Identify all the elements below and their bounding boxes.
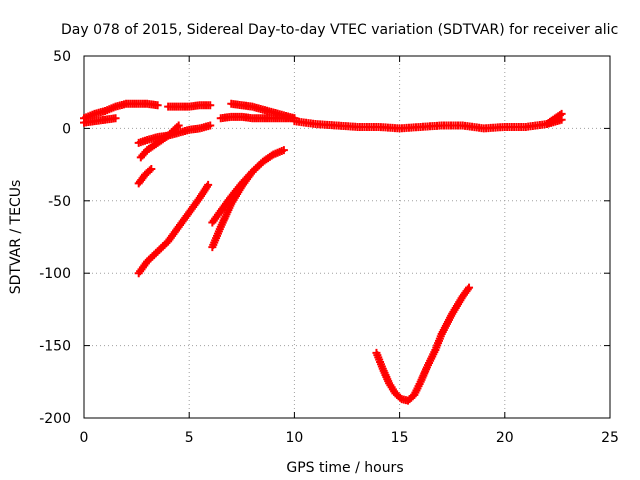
data-point xyxy=(465,283,474,292)
series-arc-neg-steep xyxy=(134,164,156,188)
chart-title: Day 078 of 2015, Sidereal Day-to-day VTE… xyxy=(61,22,618,38)
y-tick-label: -100 xyxy=(39,266,71,282)
data-point xyxy=(206,121,215,130)
x-axis-label: GPS time / hours xyxy=(286,460,403,476)
data-marks xyxy=(80,99,566,405)
data-point xyxy=(248,167,257,176)
data-point xyxy=(204,180,213,189)
series-arc-100 xyxy=(134,180,213,278)
data-point xyxy=(206,101,215,110)
x-tick-label: 10 xyxy=(285,430,303,446)
data-point xyxy=(111,114,120,123)
y-tick-label: 0 xyxy=(62,121,71,137)
axis-ticks: 0 5 10 15 20 25 -200 -150 -100 -50 0 50 xyxy=(39,49,619,446)
y-tick-label: -150 xyxy=(39,339,71,355)
x-tick-label: 5 xyxy=(185,430,194,446)
data-point xyxy=(153,101,162,110)
plot-frame xyxy=(83,55,611,419)
series-arc-neg-small-2 xyxy=(136,121,183,162)
series-arc-top-2 xyxy=(164,101,215,111)
y-tick-label: 50 xyxy=(53,49,71,65)
x-tick-label: 20 xyxy=(496,430,514,446)
y-axis-label: SDTVAR / TECUs xyxy=(8,180,24,295)
data-point xyxy=(174,121,183,130)
data-point xyxy=(145,166,154,175)
series-arc-mid xyxy=(290,115,566,133)
data-point xyxy=(147,164,156,173)
series-arc-dip xyxy=(372,283,474,405)
data-point xyxy=(246,169,255,178)
y-tick-label: -50 xyxy=(48,194,71,210)
series-arc-top-1 xyxy=(80,99,162,123)
series-arc-top-3 xyxy=(216,112,299,123)
x-tick-label: 15 xyxy=(391,430,409,446)
data-point xyxy=(557,109,566,118)
series-arc-65 xyxy=(208,167,257,227)
series-arc-end xyxy=(542,109,566,129)
x-tick-label: 25 xyxy=(601,430,619,446)
data-point xyxy=(279,146,288,155)
series-arc-82 xyxy=(208,146,288,252)
x-tick-label: 0 xyxy=(80,430,89,446)
y-tick-label: -200 xyxy=(39,411,71,427)
grid-lines xyxy=(84,56,610,418)
series-arc-top-1b xyxy=(80,114,120,127)
